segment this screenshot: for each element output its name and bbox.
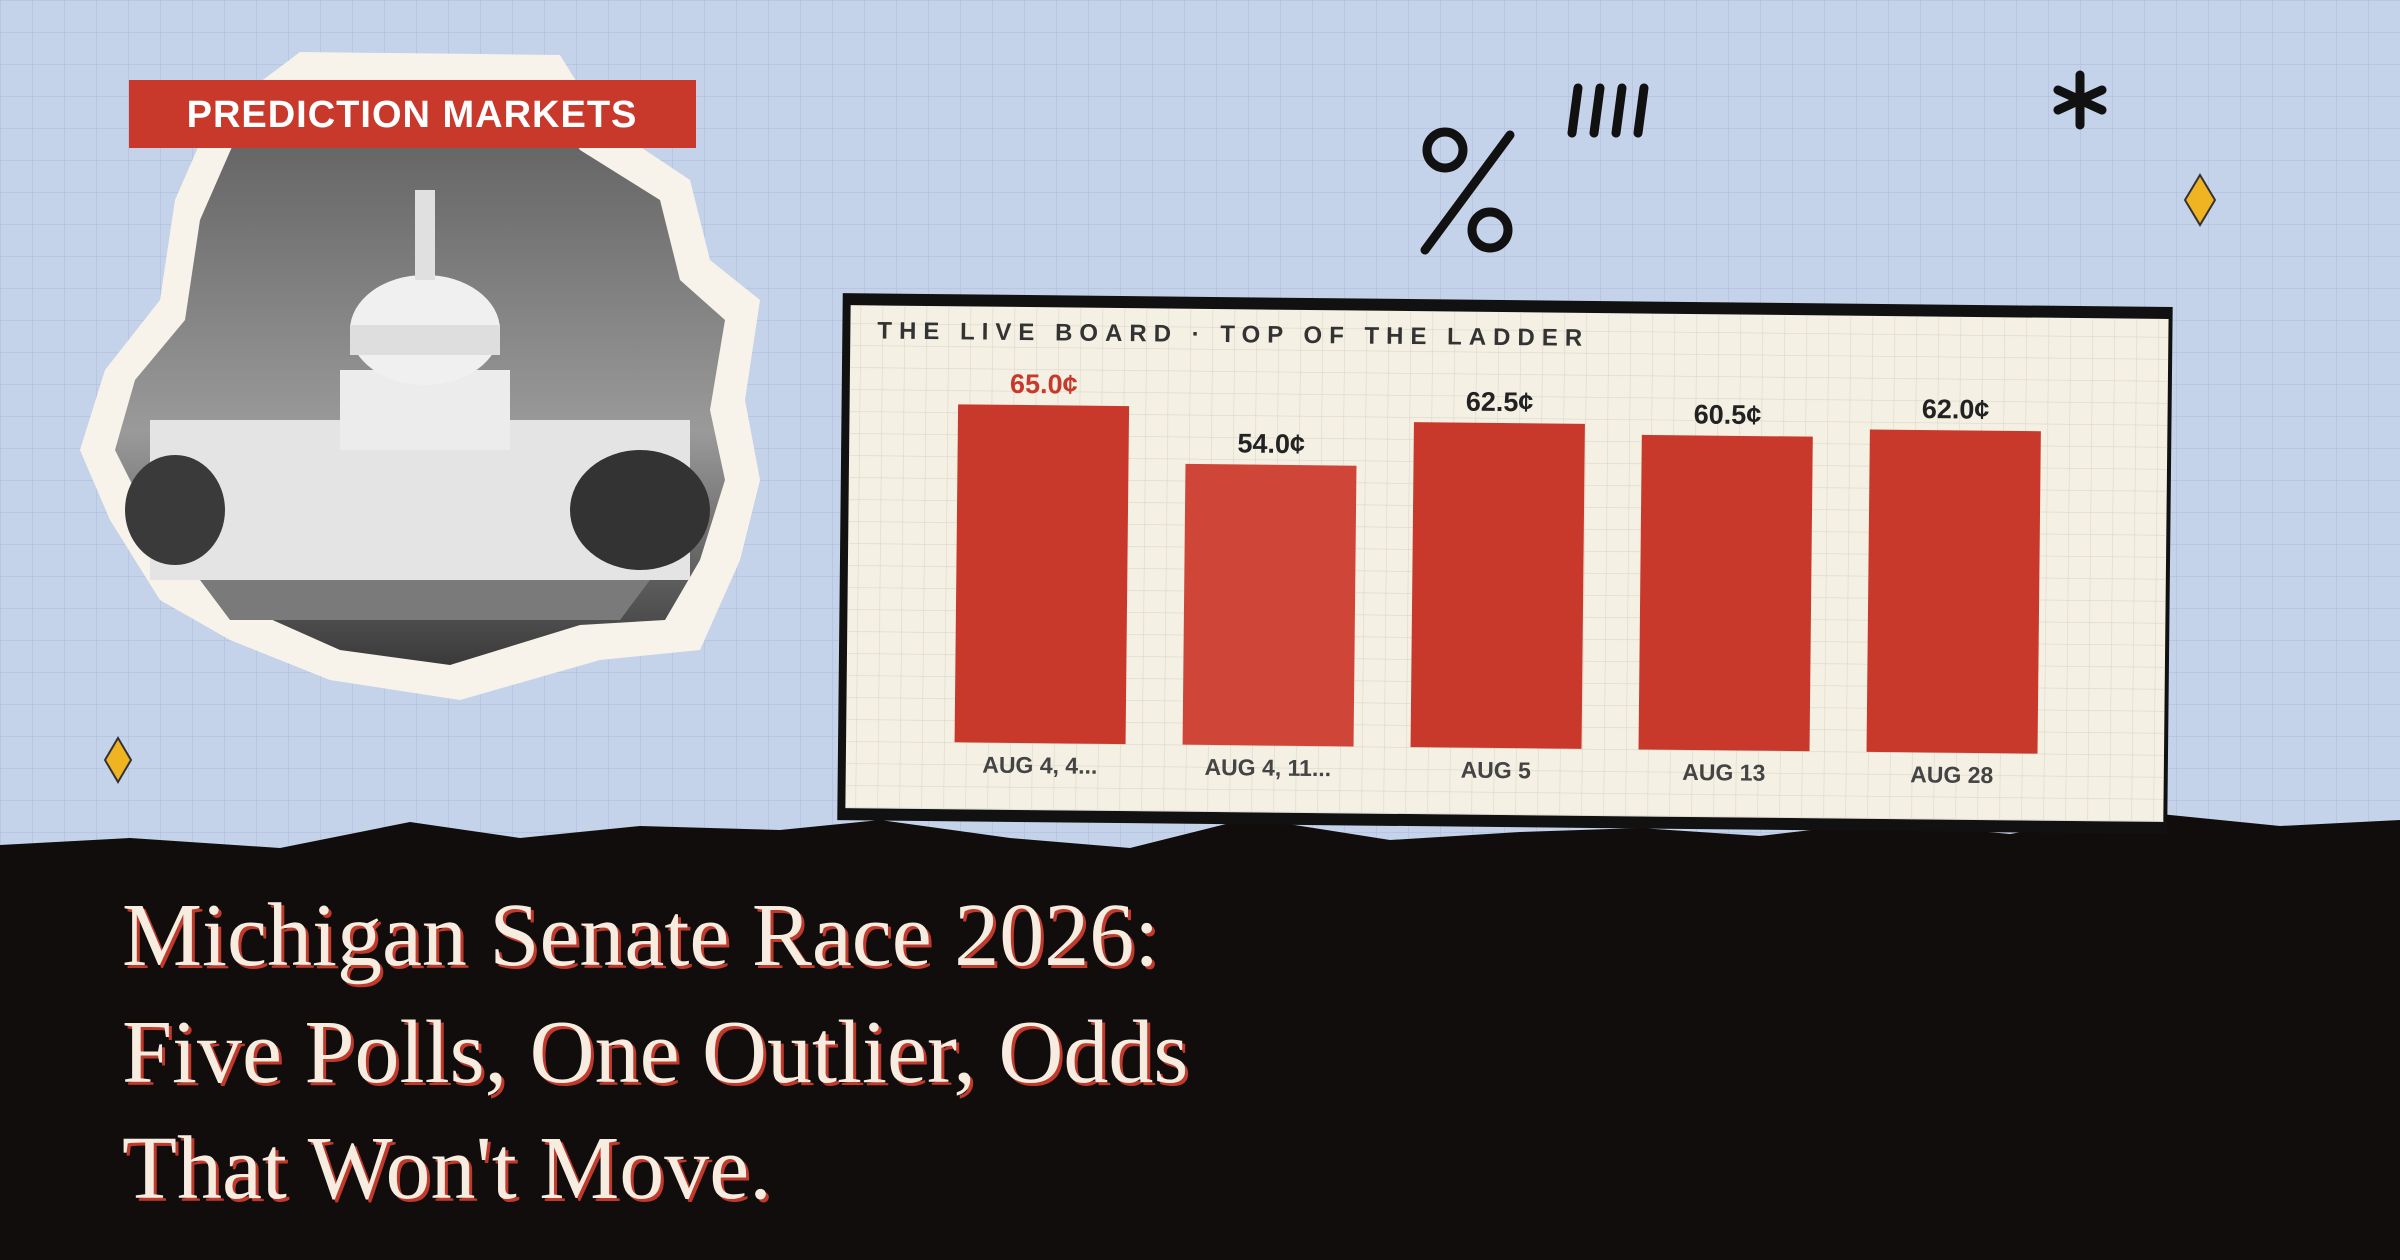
value-label: 62.0¢ <box>1922 394 1990 425</box>
x-tick-label: AUG 13 <box>1682 759 1765 786</box>
bar <box>1410 422 1585 749</box>
x-tick-label: AUG 4, 11... <box>1204 754 1331 781</box>
tag: PREDICTION MARKETS <box>187 94 638 136</box>
value-label: 54.0¢ <box>1237 428 1305 459</box>
bar <box>1182 463 1357 747</box>
headline-line: Five Polls, One Outlier, Odds <box>122 1003 1188 1102</box>
tag-box <box>129 80 696 148</box>
headline: Michigan Senate Race 2026: Five Polls, O… <box>122 886 1188 1218</box>
chart-card: THE LIVE BOARD · TOP OF THE LADDER 65.0¢… <box>837 293 2173 835</box>
capitol-photo <box>80 52 760 700</box>
doodles <box>1420 70 2107 255</box>
value-label: 62.5¢ <box>1466 387 1534 418</box>
x-tick-label: AUG 5 <box>1461 757 1532 784</box>
bar <box>1866 429 2041 754</box>
diamond <box>103 736 133 784</box>
bar <box>954 404 1130 745</box>
headline-line: Michigan Senate Race 2026: <box>122 886 1159 985</box>
bars: 65.0¢ AUG 4, 4... 54.0¢ AUG 4, 11... 62.5¢ AU… <box>954 369 2041 788</box>
bar <box>1638 434 1813 752</box>
headline-line: That Won't Move. <box>122 1119 772 1218</box>
x-tick-label: AUG 4, 4... <box>982 752 1097 779</box>
value-label: 65.0¢ <box>1010 369 1078 400</box>
dark-band <box>0 812 2400 1260</box>
diamond <box>2183 173 2217 227</box>
x-tick-label: AUG 28 <box>1910 761 1994 788</box>
value-label: 60.5¢ <box>1694 399 1762 430</box>
